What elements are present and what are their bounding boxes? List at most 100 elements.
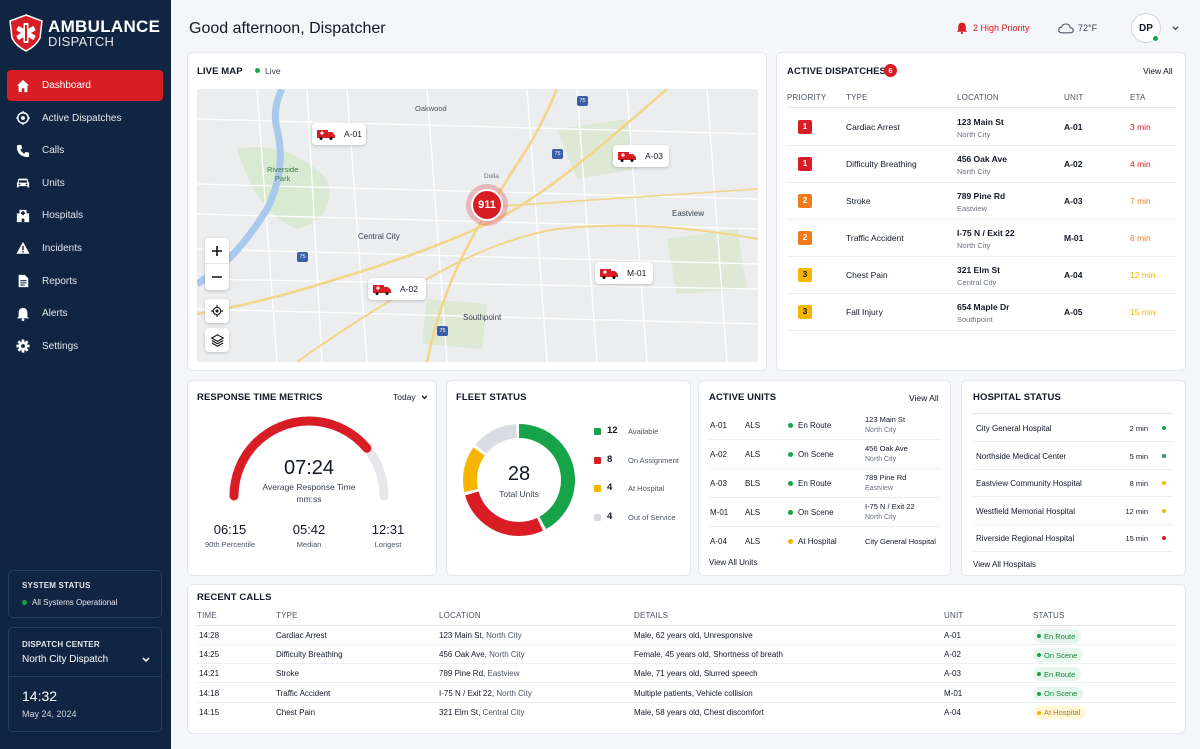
- unit-area: Eastview: [865, 485, 894, 492]
- call-location: 123 Main St, North City: [439, 631, 522, 640]
- call-unit: A-02: [944, 650, 961, 660]
- hospital-time: 8 min: [1129, 479, 1148, 488]
- dispatch-row[interactable]: 2 Stroke 789 Pine Rd Eastview A-03 7 min: [787, 183, 1176, 220]
- gear-icon: [16, 339, 30, 353]
- sidebar-item-settings[interactable]: Settings: [7, 331, 163, 362]
- unit-row[interactable]: A-02 ALS On Scene 456 Oak Ave North City: [709, 440, 942, 469]
- unit-marker-a03[interactable]: A-03: [613, 145, 669, 167]
- unit-row[interactable]: A-01 ALS En Route 123 Main St North City: [709, 411, 942, 440]
- fleet-legend-item: 4 At Hospital: [593, 482, 688, 496]
- unit-row[interactable]: A-04 ALS At Hospital City General Hospital: [709, 527, 942, 556]
- unit-status: En Route: [798, 421, 832, 430]
- call-area: North City: [489, 650, 525, 660]
- brand-logo[interactable]: AMBULANCE DISPATCH: [8, 14, 160, 52]
- sidebar-item-dashboard[interactable]: Dashboard: [7, 70, 163, 101]
- high-priority-alert[interactable]: 2 High Priority: [956, 22, 1030, 34]
- unit-location: 789 Pine Rd: [865, 473, 907, 482]
- sidebar-nav: Dashboard Active Dispatches Calls Units …: [7, 70, 163, 363]
- sidebar: AMBULANCE DISPATCH Dashboard Active Disp…: [0, 0, 171, 749]
- unit-marker-a02[interactable]: A-02: [368, 278, 426, 300]
- avatar[interactable]: DP: [1131, 13, 1161, 43]
- dispatch-eta: 8 min: [1130, 233, 1151, 243]
- highway-shield: 75: [577, 96, 588, 106]
- map-canvas[interactable]: Oakwood Riverside Park Central City East…: [197, 89, 758, 362]
- view-all-units-footer-link[interactable]: View All Units: [709, 558, 758, 567]
- hospital-status-title: HOSPITAL STATUS: [973, 392, 1061, 403]
- sidebar-item-active-dispatches[interactable]: Active Dispatches: [7, 103, 163, 134]
- chevron-down-icon[interactable]: [1172, 26, 1179, 31]
- dispatch-unit: A-02: [1064, 159, 1083, 169]
- table-row[interactable]: 14:18 Traffic Accident I-75 N / Exit 22, N…: [197, 684, 1177, 703]
- locate-button[interactable]: [205, 299, 229, 323]
- sidebar-item-incidents[interactable]: Incidents: [7, 233, 163, 264]
- brand-name: AMBULANCE: [48, 17, 161, 36]
- dispatch-location: 123 Main St: [957, 117, 1004, 127]
- unit-row[interactable]: M-01 ALS On Scene I-75 N / Exit 22 North Cit…: [709, 498, 942, 527]
- unit-area: North City: [865, 456, 897, 463]
- active-dispatches-card: ACTIVE DISPATCHES 6 View All PRIORITY TY…: [776, 52, 1186, 371]
- unit-id: A-04: [710, 537, 727, 546]
- view-all-hospitals-link[interactable]: View All Hospitals: [973, 560, 1036, 569]
- hospital-row[interactable]: Westfield Memorial Hospital 12 min: [973, 498, 1173, 525]
- view-all-dispatches-link[interactable]: View All: [1143, 66, 1173, 76]
- incident-marker[interactable]: 911: [471, 189, 503, 221]
- map-label-eastview: Eastview: [672, 209, 705, 218]
- table-row[interactable]: 14:15 Chest Pain 321 Elm St, Central City M…: [197, 703, 1177, 722]
- time-range-select[interactable]: Today: [393, 392, 428, 402]
- call-time: 14:21: [199, 669, 220, 679]
- dispatch-eta: 7 min: [1130, 196, 1151, 206]
- unit-status-dot: [788, 510, 793, 515]
- hospital-row[interactable]: Eastview Community Hospital 8 min: [973, 470, 1173, 497]
- hospital-row[interactable]: Northside Medical Center 5 min: [973, 443, 1173, 470]
- call-time: 14:28: [199, 631, 220, 640]
- zoom-out-button[interactable]: [205, 264, 229, 290]
- unit-marker-m01[interactable]: M-01: [595, 262, 653, 284]
- response-time-card: RESPONSE TIME METRICS Today 07:24 Averag…: [187, 380, 437, 576]
- dispatch-row[interactable]: 1 Cardiac Arrest 123 Main St North City A-01…: [787, 109, 1176, 146]
- unit-id: M-01: [710, 508, 729, 517]
- cloud-icon: [1058, 23, 1074, 34]
- weather-temp: 72°F: [1078, 23, 1098, 33]
- sidebar-item-calls[interactable]: Calls: [7, 135, 163, 166]
- time-range-value: Today: [393, 392, 416, 402]
- dispatch-count-badge: 6: [884, 64, 897, 77]
- table-row[interactable]: 14:21 Stroke 789 Pine Rd, Eastview Male, 71…: [197, 664, 1177, 684]
- status-dot: [1037, 672, 1041, 677]
- dispatch-center-card: DISPATCH CENTER North City Dispatch 14:3…: [8, 627, 162, 732]
- unit-marker-a01[interactable]: A-01: [312, 123, 366, 145]
- call-details: Male, 71 years old, Slurred speech: [634, 669, 758, 679]
- table-row[interactable]: 14:25 Difficulty Breathing 456 Oak Ave, No…: [197, 645, 1177, 665]
- unit-type: ALS: [745, 508, 761, 517]
- unit-marker-label: M-01: [627, 268, 647, 278]
- call-unit: A-04: [944, 707, 961, 717]
- dispatch-center-select[interactable]: North City Dispatch: [22, 654, 150, 668]
- unit-marker-label: A-01: [344, 129, 362, 139]
- sidebar-item-alerts[interactable]: Alerts: [7, 298, 163, 329]
- unit-id: A-02: [710, 450, 727, 459]
- sidebar-item-reports[interactable]: Reports: [7, 266, 163, 297]
- call-details: Female, 45 years old, Shortness of breat…: [634, 650, 783, 660]
- dispatch-row[interactable]: 1 Difficulty Breathing 456 Oak Ave North Ci…: [787, 146, 1176, 183]
- hospital-row[interactable]: City General Hospital 2 min: [973, 415, 1173, 442]
- status-dot: [1037, 710, 1041, 715]
- dispatch-area: North City: [957, 241, 991, 250]
- call-area: North City: [496, 688, 532, 698]
- call-address: 321 Elm St,: [439, 707, 483, 717]
- table-row[interactable]: 14:28 Cardiac Arrest 123 Main St, North Ci…: [197, 626, 1177, 645]
- layers-button[interactable]: [205, 328, 229, 352]
- view-all-units-link[interactable]: View All: [909, 393, 939, 403]
- zoom-in-button[interactable]: [205, 238, 229, 264]
- dispatch-row[interactable]: 3 Chest Pain 321 Elm St Central City A-04 12 …: [787, 257, 1176, 294]
- status-dot: [22, 600, 27, 605]
- unit-row[interactable]: A-03 BLS En Route 789 Pine Rd Eastview: [709, 469, 942, 498]
- sidebar-item-hospitals[interactable]: Hospitals: [7, 200, 163, 231]
- hospital-row[interactable]: Riverside Regional Hospital 15 min: [973, 525, 1173, 552]
- live-map-title: LIVE MAP: [197, 66, 243, 77]
- dispatch-row[interactable]: 2 Traffic Accident I-75 N / Exit 22 North C…: [787, 220, 1176, 257]
- sidebar-item-label: Reports: [42, 275, 78, 287]
- sidebar-item-units[interactable]: Units: [7, 168, 163, 199]
- call-type: Stroke: [276, 669, 300, 679]
- ambulance-icon: [600, 269, 618, 279]
- dispatch-row[interactable]: 3 Fall Injury 654 Maple Dr Southpoint A-05 15…: [787, 294, 1176, 331]
- system-status-card: SYSTEM STATUS All Systems Operational: [8, 570, 162, 618]
